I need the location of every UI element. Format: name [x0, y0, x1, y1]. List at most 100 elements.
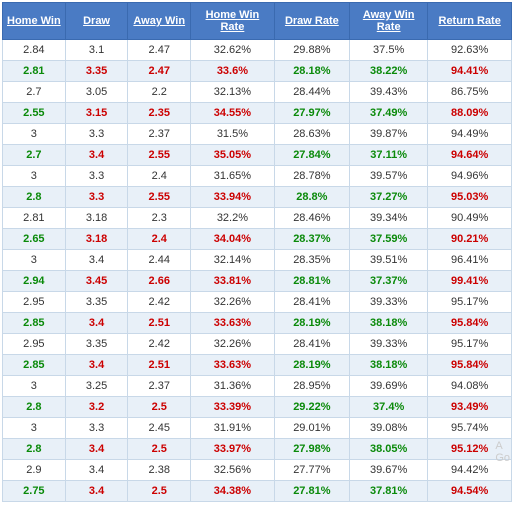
cell: 31.36%	[191, 376, 275, 397]
table-row: 2.953.352.4232.26%28.41%39.33%95.17%	[3, 292, 512, 313]
cell: 3	[3, 124, 66, 145]
cell: 3.4	[65, 250, 128, 271]
cell: 32.14%	[191, 250, 275, 271]
cell: 28.44%	[274, 82, 349, 103]
table-row: 2.83.32.5533.94%28.8%37.27%95.03%	[3, 187, 512, 208]
cell: 2.47	[128, 40, 191, 61]
cell: 37.5%	[349, 40, 427, 61]
cell: 31.5%	[191, 124, 275, 145]
cell: 2.5	[128, 397, 191, 418]
col-header-1[interactable]: Draw	[65, 3, 128, 40]
cell: 32.56%	[191, 460, 275, 481]
odds-table: Home WinDrawAway WinHome Win RateDraw Ra…	[2, 2, 512, 502]
cell: 2.8	[3, 187, 66, 208]
cell: 37.4%	[349, 397, 427, 418]
cell: 27.77%	[274, 460, 349, 481]
cell: 94.42%	[428, 460, 512, 481]
cell: 39.67%	[349, 460, 427, 481]
cell: 27.81%	[274, 481, 349, 502]
cell: 2.94	[3, 271, 66, 292]
cell: 86.75%	[428, 82, 512, 103]
cell: 28.35%	[274, 250, 349, 271]
cell: 28.95%	[274, 376, 349, 397]
cell: 88.09%	[428, 103, 512, 124]
cell: 3.4	[65, 313, 128, 334]
cell: 2.42	[128, 292, 191, 313]
col-header-4[interactable]: Draw Rate	[274, 3, 349, 40]
cell: 27.98%	[274, 439, 349, 460]
cell: 27.97%	[274, 103, 349, 124]
cell: 3.3	[65, 124, 128, 145]
cell: 3.3	[65, 166, 128, 187]
table-header-row: Home WinDrawAway WinHome Win RateDraw Ra…	[3, 3, 512, 40]
cell: 33.39%	[191, 397, 275, 418]
cell: 2.55	[3, 103, 66, 124]
cell: 3.35	[65, 292, 128, 313]
cell: 38.18%	[349, 355, 427, 376]
cell: 2.3	[128, 208, 191, 229]
cell: 95.17%	[428, 292, 512, 313]
table-row: 2.853.42.5133.63%28.19%38.18%95.84%	[3, 355, 512, 376]
table-row: 2.813.352.4733.6%28.18%38.22%94.41%	[3, 61, 512, 82]
cell: 29.22%	[274, 397, 349, 418]
cell: 2.7	[3, 145, 66, 166]
cell: 3.4	[65, 439, 128, 460]
cell: 3.3	[65, 418, 128, 439]
cell: 2.85	[3, 355, 66, 376]
cell: 94.54%	[428, 481, 512, 502]
table-row: 2.73.42.5535.05%27.84%37.11%94.64%	[3, 145, 512, 166]
cell: 2.37	[128, 376, 191, 397]
cell: 28.41%	[274, 334, 349, 355]
cell: 2.2	[128, 82, 191, 103]
cell: 3.4	[65, 460, 128, 481]
cell: 2.45	[128, 418, 191, 439]
cell: 37.49%	[349, 103, 427, 124]
table-row: 2.843.12.4732.62%29.88%37.5%92.63%	[3, 40, 512, 61]
cell: 2.4	[128, 166, 191, 187]
cell: 39.87%	[349, 124, 427, 145]
table-row: 2.83.42.533.97%27.98%38.05%95.12%	[3, 439, 512, 460]
cell: 34.55%	[191, 103, 275, 124]
cell: 3.4	[65, 481, 128, 502]
cell: 39.57%	[349, 166, 427, 187]
cell: 95.84%	[428, 313, 512, 334]
cell: 2.47	[128, 61, 191, 82]
cell: 38.18%	[349, 313, 427, 334]
cell: 2.8	[3, 439, 66, 460]
cell: 3.1	[65, 40, 128, 61]
cell: 2.51	[128, 355, 191, 376]
col-header-2[interactable]: Away Win	[128, 3, 191, 40]
cell: 2.38	[128, 460, 191, 481]
cell: 3.18	[65, 208, 128, 229]
cell: 32.13%	[191, 82, 275, 103]
cell: 39.08%	[349, 418, 427, 439]
col-header-3[interactable]: Home Win Rate	[191, 3, 275, 40]
cell: 99.41%	[428, 271, 512, 292]
cell: 2.65	[3, 229, 66, 250]
col-header-0[interactable]: Home Win	[3, 3, 66, 40]
cell: 95.84%	[428, 355, 512, 376]
cell: 38.05%	[349, 439, 427, 460]
cell: 3	[3, 166, 66, 187]
cell: 94.64%	[428, 145, 512, 166]
cell: 95.17%	[428, 334, 512, 355]
cell: 3.2	[65, 397, 128, 418]
cell: 2.81	[3, 208, 66, 229]
cell: 2.95	[3, 292, 66, 313]
cell: 39.69%	[349, 376, 427, 397]
table-row: 2.753.42.534.38%27.81%37.81%94.54%	[3, 481, 512, 502]
cell: 33.63%	[191, 313, 275, 334]
col-header-6[interactable]: Return Rate	[428, 3, 512, 40]
cell: 27.84%	[274, 145, 349, 166]
cell: 34.38%	[191, 481, 275, 502]
table-row: 33.42.4432.14%28.35%39.51%96.41%	[3, 250, 512, 271]
cell: 2.85	[3, 313, 66, 334]
cell: 3.35	[65, 334, 128, 355]
cell: 28.78%	[274, 166, 349, 187]
cell: 2.4	[128, 229, 191, 250]
cell: 2.55	[128, 187, 191, 208]
table-row: 2.853.42.5133.63%28.19%38.18%95.84%	[3, 313, 512, 334]
cell: 95.12%	[428, 439, 512, 460]
col-header-5[interactable]: Away Win Rate	[349, 3, 427, 40]
cell: 33.94%	[191, 187, 275, 208]
